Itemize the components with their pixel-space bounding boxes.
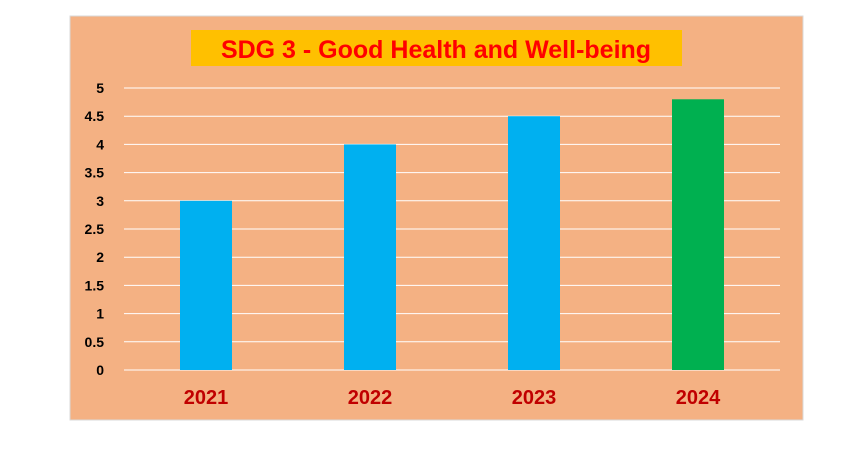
x-tick-label-2023: 2023: [512, 387, 557, 409]
y-tick-label: 1: [96, 306, 104, 322]
y-tick-label: 4.5: [85, 108, 105, 124]
y-tick-label: 3.5: [85, 165, 105, 181]
bar-2021: [180, 200, 232, 370]
x-axis-tick-labels: 2021 2022 2023 2024: [184, 387, 721, 409]
bars: [180, 99, 724, 370]
y-tick-label: 3: [96, 193, 104, 209]
y-axis-tick-labels: 0 0.5 1 1.5 2 2.5 3 3.5 4 4.5 5: [85, 80, 105, 378]
y-tick-label: 0.5: [85, 334, 105, 350]
bar-2022: [344, 144, 396, 370]
bar-2024: [672, 99, 724, 370]
y-tick-label: 5: [96, 80, 104, 96]
y-tick-label: 4: [96, 136, 104, 152]
gridlines: [124, 87, 780, 371]
x-tick-label-2022: 2022: [348, 387, 393, 409]
title-highlight: [191, 30, 682, 66]
x-tick-label-2021: 2021: [184, 387, 229, 409]
y-tick-label: 2.5: [85, 221, 105, 237]
y-tick-label: 1.5: [85, 277, 105, 293]
chart-title: SDG 3 - Good Health and Well-being: [221, 36, 651, 64]
x-tick-label-2024: 2024: [676, 387, 721, 409]
bar-2023: [508, 116, 560, 370]
y-tick-label: 2: [96, 249, 104, 265]
y-tick-label: 0: [96, 362, 104, 378]
